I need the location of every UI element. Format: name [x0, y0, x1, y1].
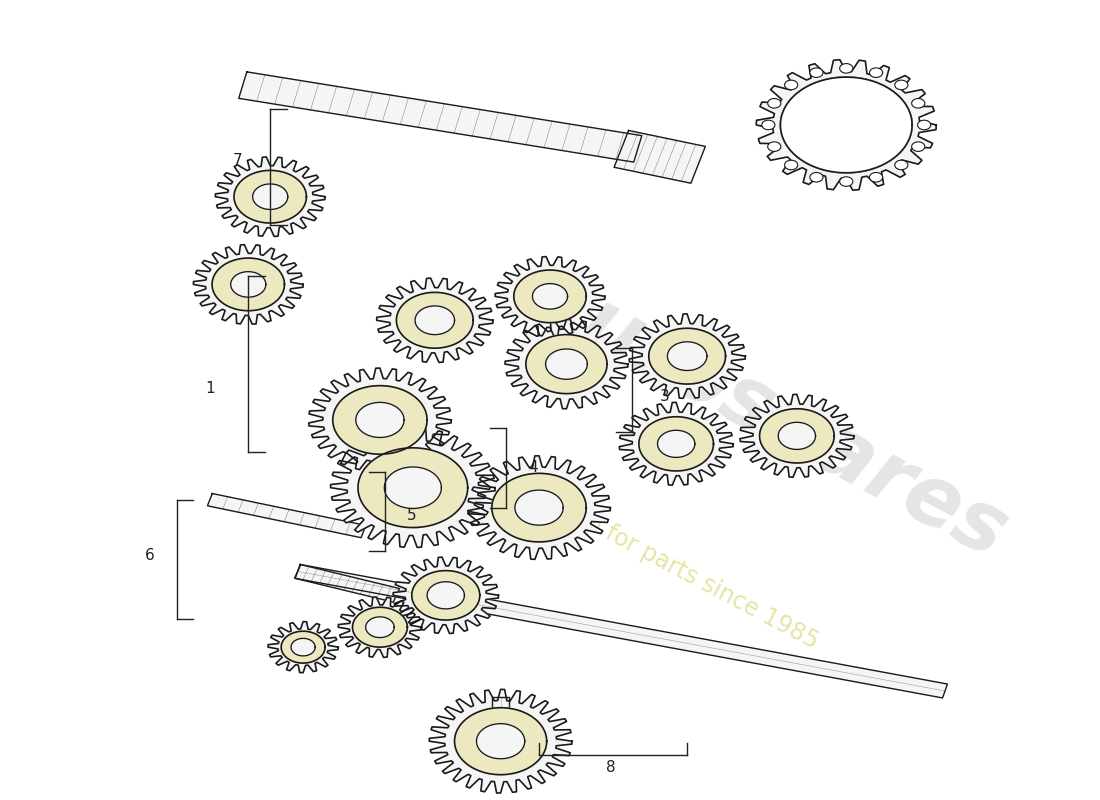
Polygon shape [649, 328, 726, 384]
Text: 6: 6 [145, 548, 155, 563]
Polygon shape [492, 474, 586, 542]
Circle shape [784, 80, 798, 90]
Polygon shape [355, 402, 404, 438]
Polygon shape [526, 334, 607, 394]
Polygon shape [760, 409, 834, 463]
Polygon shape [532, 284, 568, 309]
Circle shape [762, 120, 774, 130]
Polygon shape [331, 428, 495, 547]
Polygon shape [495, 257, 605, 336]
Text: 7: 7 [233, 154, 243, 168]
Polygon shape [282, 631, 326, 663]
Polygon shape [212, 258, 285, 310]
Polygon shape [468, 456, 610, 559]
Circle shape [768, 98, 781, 108]
Polygon shape [619, 402, 734, 486]
Circle shape [912, 142, 925, 151]
Polygon shape [295, 565, 947, 698]
Text: 8: 8 [605, 760, 615, 775]
Polygon shape [427, 582, 464, 609]
Circle shape [839, 177, 853, 186]
Polygon shape [268, 622, 338, 673]
Polygon shape [411, 570, 480, 620]
Polygon shape [253, 184, 288, 210]
Polygon shape [429, 690, 572, 793]
Polygon shape [629, 314, 746, 398]
Polygon shape [309, 368, 451, 472]
Polygon shape [295, 565, 399, 602]
Polygon shape [393, 557, 498, 634]
Polygon shape [231, 272, 266, 297]
Polygon shape [333, 386, 427, 454]
Polygon shape [376, 278, 493, 362]
Polygon shape [454, 708, 547, 774]
Polygon shape [639, 417, 714, 471]
Circle shape [894, 80, 908, 90]
Circle shape [768, 142, 781, 151]
Polygon shape [234, 170, 307, 223]
Polygon shape [239, 72, 641, 162]
Circle shape [869, 173, 882, 182]
Text: 5: 5 [407, 508, 417, 523]
Polygon shape [505, 319, 628, 409]
Polygon shape [415, 306, 454, 334]
Circle shape [912, 98, 925, 108]
Polygon shape [658, 430, 695, 458]
Text: 4: 4 [528, 460, 538, 475]
Circle shape [784, 160, 798, 170]
Polygon shape [338, 597, 421, 658]
Polygon shape [740, 394, 854, 478]
Circle shape [839, 63, 853, 73]
Polygon shape [396, 292, 473, 348]
Polygon shape [216, 157, 326, 237]
Circle shape [917, 120, 931, 130]
Polygon shape [780, 77, 912, 173]
Polygon shape [778, 422, 815, 450]
Polygon shape [492, 698, 509, 724]
Polygon shape [514, 270, 586, 322]
Polygon shape [208, 494, 366, 538]
Polygon shape [194, 245, 304, 324]
Circle shape [869, 68, 882, 78]
Polygon shape [476, 724, 525, 758]
Polygon shape [292, 638, 316, 656]
Circle shape [810, 68, 823, 78]
Polygon shape [384, 467, 441, 509]
Polygon shape [757, 60, 936, 190]
Polygon shape [546, 349, 587, 379]
Polygon shape [614, 130, 705, 183]
Circle shape [894, 160, 908, 170]
Polygon shape [780, 77, 912, 173]
Polygon shape [352, 607, 407, 647]
Polygon shape [358, 448, 468, 527]
Polygon shape [515, 490, 563, 525]
Text: 1: 1 [206, 381, 216, 395]
Text: eurospares: eurospares [518, 257, 1021, 575]
Text: 3: 3 [660, 389, 670, 403]
Circle shape [810, 173, 823, 182]
Polygon shape [668, 342, 707, 370]
Text: a passion for parts since 1985: a passion for parts since 1985 [496, 465, 823, 654]
Polygon shape [365, 617, 394, 638]
